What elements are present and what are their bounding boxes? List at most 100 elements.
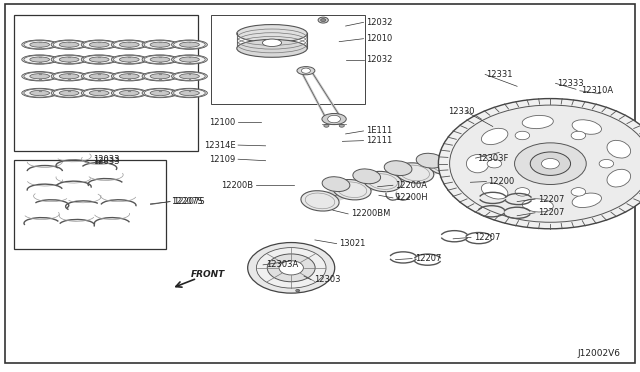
Circle shape — [328, 115, 340, 123]
Bar — [14, 160, 166, 249]
Ellipse shape — [572, 120, 602, 134]
Ellipse shape — [322, 177, 350, 192]
Circle shape — [257, 248, 326, 288]
Ellipse shape — [262, 39, 282, 46]
Ellipse shape — [144, 89, 176, 97]
Ellipse shape — [180, 74, 199, 79]
Ellipse shape — [142, 88, 178, 98]
Circle shape — [515, 143, 586, 185]
Ellipse shape — [90, 57, 109, 62]
Text: 12207: 12207 — [474, 233, 500, 242]
Ellipse shape — [384, 161, 412, 176]
Bar — [14, 15, 198, 151]
Ellipse shape — [467, 154, 489, 173]
Ellipse shape — [142, 40, 178, 49]
Text: 12100: 12100 — [209, 118, 236, 126]
Ellipse shape — [24, 41, 56, 49]
Text: 12200A: 12200A — [396, 181, 428, 190]
Ellipse shape — [111, 40, 147, 49]
Ellipse shape — [150, 42, 170, 47]
Ellipse shape — [120, 74, 139, 79]
Ellipse shape — [353, 169, 381, 184]
Ellipse shape — [90, 90, 109, 96]
Ellipse shape — [180, 90, 199, 96]
Ellipse shape — [83, 89, 115, 97]
Text: 12207: 12207 — [538, 208, 564, 217]
Text: 12303F: 12303F — [477, 154, 508, 163]
Text: 12010: 12010 — [366, 34, 392, 43]
Ellipse shape — [22, 88, 58, 98]
Ellipse shape — [172, 40, 207, 49]
Circle shape — [487, 160, 502, 168]
Ellipse shape — [113, 55, 145, 64]
Ellipse shape — [150, 90, 170, 96]
Ellipse shape — [301, 191, 339, 211]
Text: 13021: 13021 — [339, 239, 365, 248]
Circle shape — [515, 187, 530, 196]
Circle shape — [541, 158, 559, 169]
Text: 12109: 12109 — [209, 155, 236, 164]
Ellipse shape — [90, 42, 109, 47]
Text: 12200B: 12200B — [221, 181, 253, 190]
Ellipse shape — [30, 74, 49, 79]
Text: 12032: 12032 — [366, 18, 392, 27]
Ellipse shape — [24, 55, 56, 64]
Ellipse shape — [22, 55, 58, 64]
Ellipse shape — [173, 41, 205, 49]
Text: 12331: 12331 — [486, 70, 513, 79]
Ellipse shape — [83, 55, 115, 64]
Circle shape — [301, 68, 310, 73]
Text: 12111: 12111 — [366, 136, 392, 145]
Ellipse shape — [142, 71, 178, 81]
Text: 1E111: 1E111 — [366, 126, 392, 135]
Circle shape — [279, 261, 303, 275]
Text: 12207S: 12207S — [172, 197, 203, 206]
Ellipse shape — [24, 72, 56, 80]
Ellipse shape — [481, 183, 508, 199]
Ellipse shape — [51, 40, 87, 49]
Ellipse shape — [120, 42, 139, 47]
Ellipse shape — [90, 74, 109, 79]
Ellipse shape — [607, 169, 630, 187]
Ellipse shape — [53, 72, 85, 80]
Ellipse shape — [81, 88, 117, 98]
Ellipse shape — [572, 193, 602, 208]
Ellipse shape — [607, 140, 630, 158]
Ellipse shape — [173, 89, 205, 97]
Text: J12002V6: J12002V6 — [578, 349, 621, 358]
Ellipse shape — [51, 55, 87, 64]
Circle shape — [515, 131, 530, 140]
Text: 12303: 12303 — [314, 275, 340, 284]
Ellipse shape — [111, 88, 147, 98]
Circle shape — [571, 131, 586, 140]
Ellipse shape — [172, 71, 207, 81]
Ellipse shape — [465, 150, 479, 157]
Text: 12200H: 12200H — [396, 193, 428, 202]
Ellipse shape — [53, 55, 85, 64]
Ellipse shape — [81, 40, 117, 49]
Text: FRONT: FRONT — [191, 270, 225, 279]
Circle shape — [438, 99, 640, 229]
Ellipse shape — [172, 88, 207, 98]
Ellipse shape — [237, 39, 307, 57]
Ellipse shape — [24, 89, 56, 97]
Text: 12033: 12033 — [93, 155, 120, 164]
Circle shape — [318, 17, 328, 23]
Ellipse shape — [111, 71, 147, 81]
Text: 12032: 12032 — [366, 55, 392, 64]
Circle shape — [449, 105, 640, 222]
Ellipse shape — [81, 55, 117, 64]
Circle shape — [248, 243, 335, 293]
Ellipse shape — [81, 71, 117, 81]
Ellipse shape — [180, 57, 199, 62]
Circle shape — [530, 152, 571, 175]
Text: 12314E: 12314E — [204, 141, 236, 150]
Ellipse shape — [30, 57, 49, 62]
Text: 12200BM: 12200BM — [351, 209, 390, 218]
Ellipse shape — [333, 180, 371, 200]
Ellipse shape — [113, 41, 145, 49]
Ellipse shape — [416, 153, 444, 168]
Circle shape — [571, 187, 586, 196]
Ellipse shape — [144, 41, 176, 49]
Ellipse shape — [297, 67, 315, 75]
